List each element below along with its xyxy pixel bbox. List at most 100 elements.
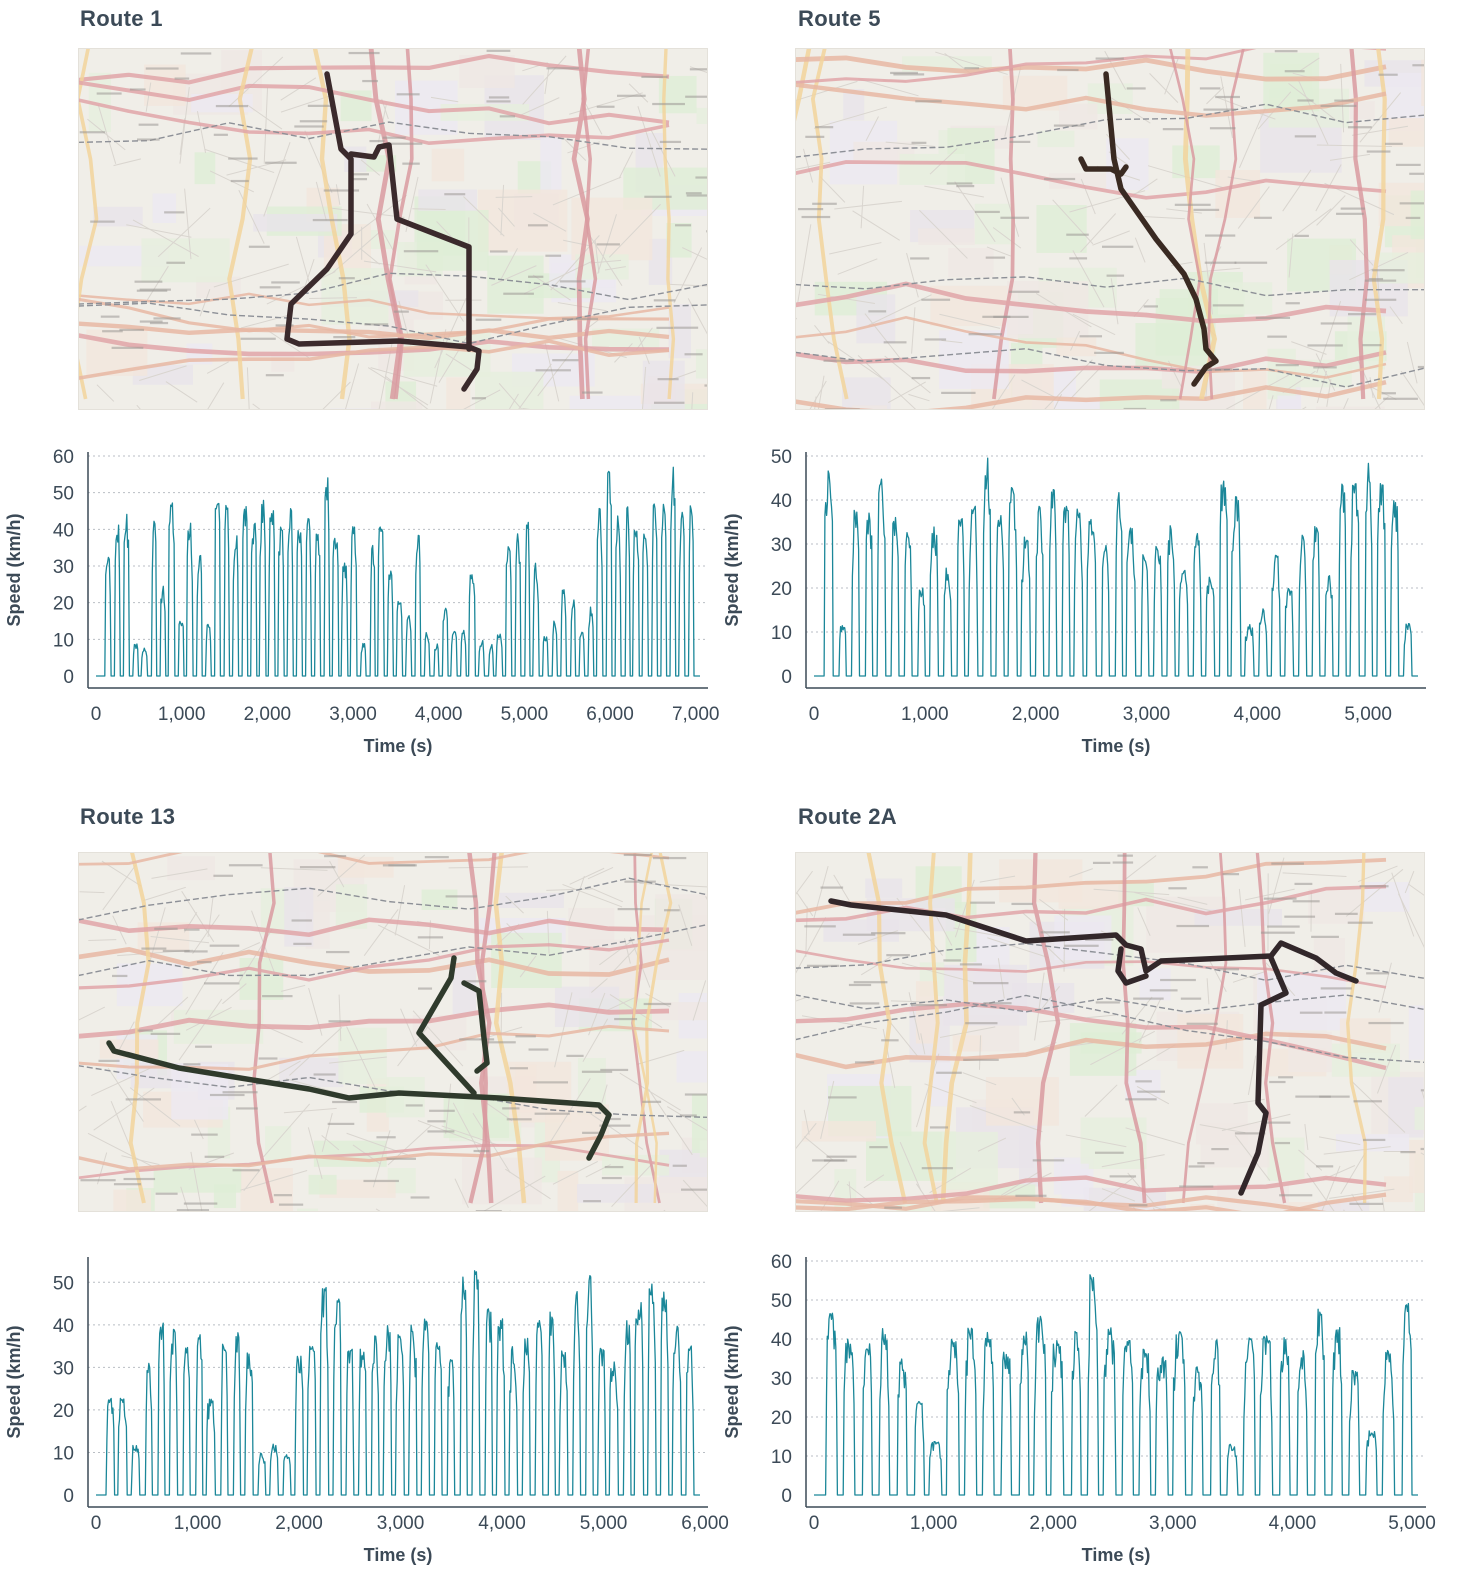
map-place-label: [946, 182, 973, 185]
map-place-label: [364, 323, 389, 326]
map-minor-street: [796, 1159, 832, 1194]
map-place-label: [601, 1176, 622, 1180]
map-minor-street: [608, 203, 661, 258]
map-place-label: [686, 194, 707, 197]
map-minor-street: [939, 313, 1001, 329]
map-place-label: [1234, 1132, 1266, 1135]
map-place-label: [1265, 1121, 1291, 1124]
map-minor-street: [363, 260, 437, 273]
map-place-label: [1215, 95, 1240, 99]
map-minor-street: [1304, 1123, 1309, 1150]
map-place-label: [273, 1194, 292, 1197]
map-landuse-block: [475, 371, 544, 409]
map-place-label: [1193, 208, 1220, 211]
map-place-label: [854, 1061, 875, 1064]
map-minor-street: [520, 97, 560, 116]
map-place-label: [232, 1169, 260, 1172]
map-landuse-block: [440, 103, 530, 121]
map-minor-street: [1225, 374, 1289, 409]
map-place-label: [271, 281, 300, 284]
map-minor-street: [150, 936, 210, 944]
map-minor-street: [438, 332, 470, 383]
map-place-label: [695, 176, 707, 179]
map-place-label: [1112, 861, 1134, 864]
map-place-label: [1399, 202, 1424, 205]
map-minor-street: [1088, 1176, 1135, 1211]
map-place-label: [166, 261, 186, 264]
map-landuse-block: [856, 294, 896, 344]
map-place-label: [215, 104, 249, 108]
map-minor-street: [213, 263, 289, 288]
map-place-label: [1353, 1100, 1382, 1103]
map-place-label: [964, 67, 980, 70]
map-minor-street: [97, 104, 117, 164]
map-minor-street: [1340, 1152, 1366, 1195]
map-place-label: [1013, 1111, 1031, 1114]
map-minor-street: [820, 1180, 840, 1211]
map-place-label: [1253, 216, 1272, 219]
map-place-label: [388, 864, 417, 867]
map-minor-street: [1323, 1146, 1391, 1155]
map-major-road: [467, 853, 494, 1204]
map-place-label: [893, 73, 925, 76]
map-major-road: [662, 49, 676, 400]
map-place-label: [644, 195, 672, 198]
map-minor-street: [929, 1167, 972, 1194]
map-place-label: [970, 901, 995, 904]
map-place-label: [471, 397, 486, 400]
map-place-label: [389, 142, 423, 145]
map-place-label: [704, 384, 707, 387]
map-minor-street: [992, 227, 1022, 249]
map-place-label: [332, 1100, 358, 1104]
y-tick-label: 30: [771, 1369, 792, 1390]
map-place-label: [1217, 968, 1239, 971]
y-tick-label: 60: [53, 447, 74, 468]
map-minor-street: [1134, 237, 1146, 263]
map-place-label: [1000, 216, 1030, 219]
map-landuse-block: [1277, 395, 1302, 409]
map-place-label: [1294, 135, 1317, 138]
map-place-label: [475, 318, 502, 321]
map-minor-street: [1288, 82, 1337, 121]
map-major-road: [1255, 853, 1287, 1204]
map-minor-street: [93, 1087, 155, 1131]
map-place-label: [562, 317, 599, 321]
map-place-label: [820, 886, 844, 889]
map-place-label: [566, 1054, 584, 1057]
map-minor-street: [997, 958, 1005, 999]
map-place-label: [982, 315, 1011, 318]
map-landuse-block: [284, 887, 314, 947]
map-place-label: [596, 243, 620, 246]
map-rail-line: [796, 994, 1424, 1063]
map-minor-street: [802, 148, 814, 183]
map-place-label: [98, 1059, 120, 1062]
map-minor-street: [1282, 169, 1312, 212]
y-tick-label: 60: [771, 1252, 792, 1273]
map-minor-street: [192, 914, 220, 955]
map-landuse-block: [1308, 888, 1365, 924]
map-place-label: [1123, 407, 1147, 409]
map-minor-street: [864, 313, 903, 361]
route-13-title: Route 13: [80, 804, 176, 829]
map-place-label: [1168, 887, 1187, 890]
map-minor-street: [1072, 313, 1116, 336]
map-major-road: [79, 80, 670, 126]
map-major-road: [581, 49, 598, 400]
map-place-label: [685, 192, 702, 195]
route-track: [416, 955, 477, 1096]
chart-svg: 0 10 20 30 40 50 60 0 1,000 2,000 3,000 4,000 5,000 6…: [4, 447, 719, 756]
map-place-label: [209, 1093, 245, 1097]
map-landuse-block: [297, 1208, 319, 1211]
map-minor-street: [199, 289, 211, 317]
map-minor-street: [377, 924, 440, 956]
map-minor-street: [315, 181, 327, 221]
map-minor-street: [636, 327, 653, 351]
map-place-label: [657, 378, 679, 381]
map-minor-street: [307, 1127, 323, 1180]
map-place-label: [706, 230, 707, 233]
map-place-label: [1366, 150, 1391, 153]
map-landuse-block: [842, 377, 891, 409]
street-map: [796, 853, 1424, 1211]
map-place-label: [351, 173, 369, 176]
map-place-label: [1395, 163, 1421, 166]
